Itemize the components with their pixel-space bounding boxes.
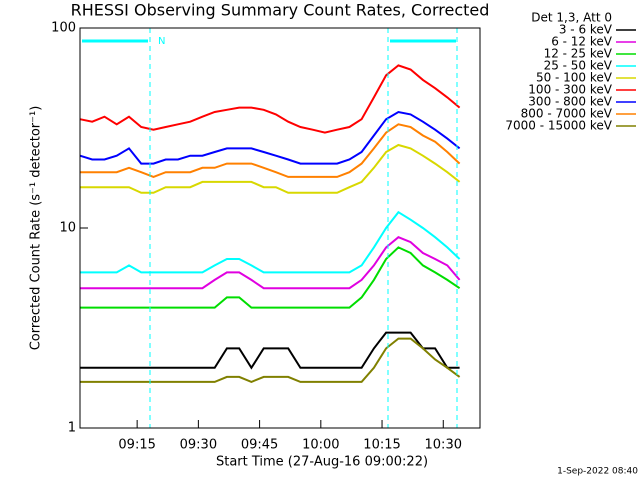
series-line bbox=[79, 110, 461, 165]
x-axis-label: Start Time (27-Aug-16 09:00:22) bbox=[216, 455, 428, 470]
chart-title: RHESSI Observing Summary Count Rates, Co… bbox=[71, 1, 490, 20]
legend-label: 7000 - 15000 keV bbox=[505, 119, 612, 133]
footer: 1-Sep-2022 08:40 bbox=[557, 467, 638, 477]
x-tick-label: 09:45 bbox=[241, 438, 278, 453]
plot-area bbox=[80, 28, 480, 428]
x-tick-label: 10:00 bbox=[302, 438, 339, 453]
legend-label: 3 - 6 keV bbox=[559, 23, 613, 37]
series-line bbox=[80, 143, 461, 194]
plot bbox=[79, 64, 461, 383]
legend-title: Det 1,3, Att 0 bbox=[531, 11, 612, 25]
series-line bbox=[80, 210, 461, 274]
legend-label: 6 - 12 keV bbox=[551, 35, 613, 49]
series-line bbox=[80, 123, 461, 178]
series-line bbox=[80, 331, 460, 370]
y-tick-label: 1 bbox=[68, 421, 76, 436]
legend-label: 100 - 300 keV bbox=[528, 83, 612, 97]
series-line bbox=[80, 236, 461, 290]
legend-label: 25 - 50 keV bbox=[544, 59, 613, 73]
series-line bbox=[80, 337, 461, 383]
y-axis-label: Corrected Count Rate (s⁻¹ detector⁻¹) bbox=[29, 106, 44, 351]
series-line bbox=[79, 64, 461, 134]
x-tick-label: 09:30 bbox=[180, 438, 217, 453]
y-tick-label: 100 bbox=[51, 21, 76, 36]
annotation: N bbox=[158, 36, 165, 47]
x-tick-label: 10:30 bbox=[425, 438, 462, 453]
legend-label: 300 - 800 keV bbox=[528, 95, 612, 109]
legend-label: 800 - 7000 keV bbox=[521, 107, 613, 121]
y-tick-label: 10 bbox=[59, 221, 76, 236]
observing-flags bbox=[82, 28, 458, 428]
legend-label: 12 - 25 keV bbox=[544, 47, 613, 61]
x-tick-label: 09:15 bbox=[118, 438, 155, 453]
series-line bbox=[80, 246, 461, 309]
legend-label: 50 - 100 keV bbox=[536, 71, 613, 85]
x-tick-label: 10:15 bbox=[363, 438, 400, 453]
